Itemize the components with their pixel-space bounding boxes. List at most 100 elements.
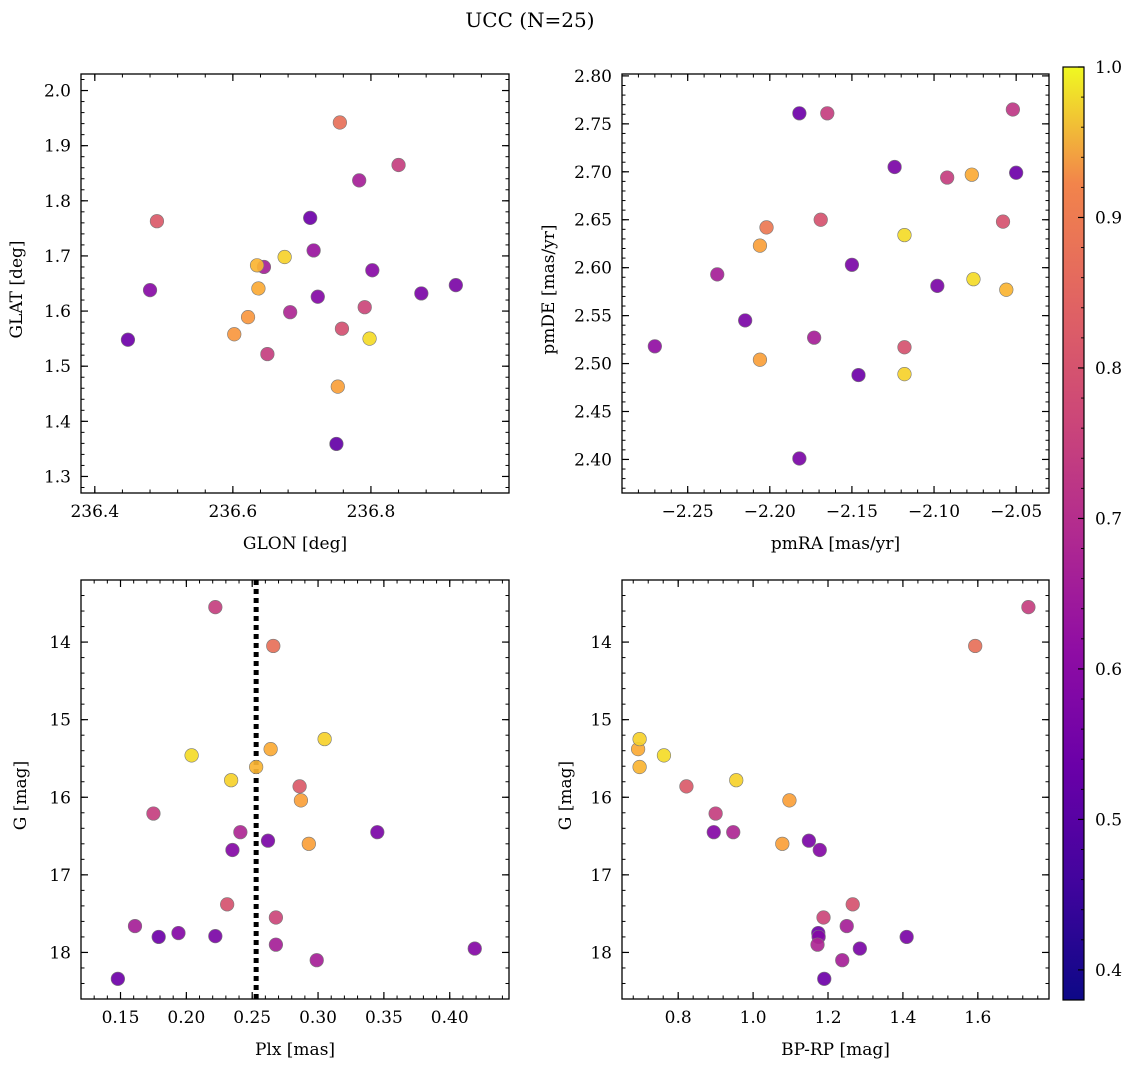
y-axis-label: G [mag] (11, 761, 31, 830)
x-axis-label: Plx [mas] (255, 1040, 335, 1060)
scatter-point (251, 281, 266, 296)
scatter-point (807, 330, 822, 345)
scatter-point (792, 106, 807, 121)
scatter-point (844, 257, 860, 272)
y-tick-label: 2.45 (574, 403, 612, 423)
scatter-point (759, 220, 774, 235)
y-tick-label: 14 (590, 633, 612, 653)
scatter-point (268, 910, 284, 925)
x-axis-label: pmRA [mas/yr] (771, 534, 900, 554)
scatter-point (782, 793, 797, 808)
scatter-point (233, 825, 248, 840)
x-tick-label: 236.6 (209, 502, 258, 522)
scatter-point (260, 833, 276, 848)
axes-frame (80, 73, 510, 494)
panel-plx-g: 0.15 0.20 0.25 0.30 0.35 0.40 14 15 16 17 18 Plx [m… (11, 579, 510, 1060)
scatter-point (995, 214, 1011, 229)
y-tick-label: 1.8 (44, 192, 71, 212)
scatter-point (171, 925, 186, 941)
scatter-point (897, 227, 912, 243)
scatter-point (816, 910, 831, 925)
scatter-point (801, 833, 817, 848)
scatter-point (365, 263, 380, 278)
y-tick-label: 2.60 (574, 259, 612, 279)
y-tick-label: 2.80 (574, 67, 612, 87)
axes-frame (621, 73, 1050, 494)
panels: 236.4 236.6 236.8 1.3 1.4 1.5 1.6 1.7 1.8 1.9 2.0 G… (7, 67, 1050, 1060)
scatter-point (899, 929, 914, 945)
scatter-point (752, 352, 768, 367)
scatter-point (362, 331, 377, 346)
scatter-point (940, 170, 955, 185)
y-axis-label: pmDE [mas/yr] (539, 224, 559, 354)
scatter-point (708, 806, 723, 821)
scatter-point (263, 742, 278, 757)
scatter-point (149, 214, 165, 229)
y-tick-label: 2.75 (574, 115, 612, 135)
scatter-point (817, 971, 832, 986)
scatter-point (729, 773, 744, 788)
scatter-point (897, 340, 912, 355)
colorbar: 0.4 0.5 0.6 0.7 0.8 0.9 1.0 (1062, 58, 1122, 1001)
y-tick-label: 1.9 (44, 137, 71, 157)
colorbar-tick-label: 1.0 (1095, 58, 1122, 78)
x-tick-label: 0.35 (365, 1008, 403, 1028)
scatter-point (268, 937, 284, 952)
y-tick-label: 18 (49, 943, 71, 963)
scatter-point (852, 941, 867, 956)
x-tick-label: 236.4 (70, 502, 119, 522)
y-axis-label: GLAT [deg] (7, 240, 27, 338)
scatter-point (151, 929, 166, 945)
x-tick-label: 1.0 (740, 1008, 767, 1028)
scatter-point (999, 282, 1014, 297)
y-tick-label: 2.0 (44, 82, 71, 102)
x-tick-label: −2.10 (908, 502, 960, 522)
scatter-point (334, 321, 350, 336)
scatter-point (293, 793, 309, 808)
y-tick-label: 2.55 (574, 307, 612, 327)
y-tick-label: 17 (49, 866, 71, 886)
scatter-point (632, 731, 647, 747)
scatter-point (813, 212, 828, 227)
scatter-point (812, 842, 827, 858)
scatter-point (775, 836, 790, 851)
y-tick-label: 1.7 (44, 247, 71, 267)
scatter-point (277, 249, 292, 265)
scatter-point (292, 779, 307, 794)
y-tick-label: 2.65 (574, 211, 612, 231)
scatter-point (317, 731, 332, 747)
scatter-point (752, 238, 768, 253)
scatter-point (309, 953, 324, 968)
panel-bprp-g: 0.8 1.0 1.2 1.4 1.6 14 15 16 17 18 BP-RP [mag] G [m… (556, 579, 1050, 1060)
scatter-point (266, 638, 281, 654)
colorbar-tick-label: 0.6 (1095, 660, 1122, 680)
scatter-point (142, 283, 158, 298)
scatter-point (845, 897, 860, 912)
scatter-point (1005, 102, 1020, 117)
scatter-point (706, 825, 721, 840)
scatter-point (820, 106, 835, 121)
scatter-point (897, 367, 912, 382)
x-tick-label: 1.6 (964, 1008, 991, 1028)
scatter-point (303, 210, 318, 225)
scatter-point (1021, 600, 1036, 615)
x-tick-label: 0.15 (102, 1008, 140, 1028)
y-tick-label: 15 (49, 711, 71, 731)
scatter-point (352, 173, 367, 188)
x-tick-label: 0.25 (233, 1008, 271, 1028)
scatter-point (370, 825, 385, 840)
scatter-point (726, 825, 741, 840)
scatter-point (283, 305, 298, 320)
scatter-point (448, 278, 463, 293)
scatter-point (930, 278, 945, 293)
scatter-point (467, 941, 482, 956)
scatter-point (146, 806, 161, 821)
y-tick-label: 18 (590, 943, 612, 963)
y-tick-label: 2.40 (574, 450, 612, 470)
y-tick-label: 15 (590, 711, 612, 731)
scatter-point (225, 842, 240, 858)
scatter-point (227, 327, 242, 342)
scatter-point (792, 451, 807, 466)
x-tick-label: 236.8 (347, 502, 396, 522)
scatter-point (968, 638, 983, 654)
